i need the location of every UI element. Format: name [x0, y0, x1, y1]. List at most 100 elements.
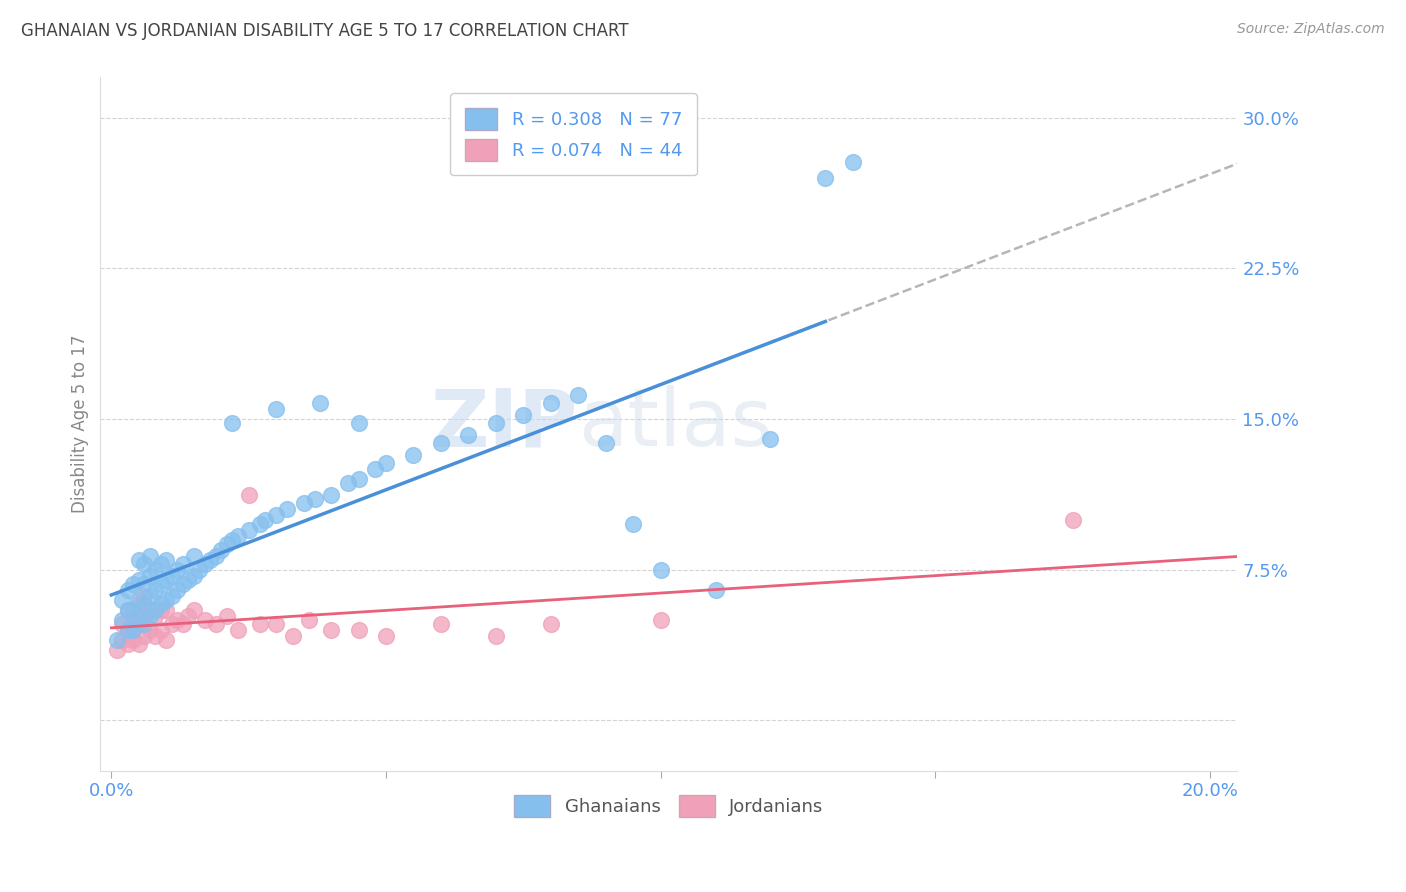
Point — [194, 557, 217, 571]
Text: GHANAIAN VS JORDANIAN DISABILITY AGE 5 TO 17 CORRELATION CHART: GHANAIAN VS JORDANIAN DISABILITY AGE 5 T… — [21, 22, 628, 40]
Point — [264, 402, 287, 417]
Point — [276, 502, 298, 516]
Point — [139, 568, 162, 582]
Point — [704, 582, 727, 597]
Point — [139, 549, 162, 563]
Point — [143, 582, 166, 597]
Text: Source: ZipAtlas.com: Source: ZipAtlas.com — [1237, 22, 1385, 37]
Point — [134, 577, 156, 591]
Point — [621, 516, 644, 531]
Point — [160, 589, 183, 603]
Point — [402, 448, 425, 462]
Point — [254, 512, 277, 526]
Point — [139, 623, 162, 637]
Point — [430, 436, 453, 450]
Point — [281, 629, 304, 643]
Point — [319, 623, 342, 637]
Point — [155, 573, 177, 587]
Point — [134, 617, 156, 632]
Point — [567, 388, 589, 402]
Point — [143, 609, 166, 624]
Point — [105, 643, 128, 657]
Point — [117, 637, 139, 651]
Point — [155, 603, 177, 617]
Point — [238, 488, 260, 502]
Point — [143, 563, 166, 577]
Point — [122, 603, 145, 617]
Point — [172, 617, 194, 632]
Point — [134, 629, 156, 643]
Point — [347, 416, 370, 430]
Point — [111, 617, 134, 632]
Point — [512, 408, 534, 422]
Point — [1062, 512, 1084, 526]
Point — [134, 589, 156, 603]
Point — [238, 523, 260, 537]
Point — [249, 516, 271, 531]
Point — [149, 597, 172, 611]
Point — [304, 492, 326, 507]
Y-axis label: Disability Age 5 to 17: Disability Age 5 to 17 — [72, 334, 89, 513]
Text: ZIP: ZIP — [430, 385, 578, 463]
Point — [166, 563, 188, 577]
Point — [111, 613, 134, 627]
Point — [375, 629, 398, 643]
Legend: Ghanaians, Jordanians: Ghanaians, Jordanians — [508, 788, 831, 824]
Point — [128, 617, 150, 632]
Point — [143, 629, 166, 643]
Point — [375, 456, 398, 470]
Point — [139, 589, 162, 603]
Point — [226, 623, 249, 637]
Point — [128, 613, 150, 627]
Point — [128, 593, 150, 607]
Point — [166, 582, 188, 597]
Point — [166, 613, 188, 627]
Point — [364, 462, 387, 476]
Point — [249, 617, 271, 632]
Point — [117, 582, 139, 597]
Point — [128, 597, 150, 611]
Point — [226, 528, 249, 542]
Point — [215, 609, 238, 624]
Point — [105, 633, 128, 648]
Point — [143, 603, 166, 617]
Point — [204, 617, 226, 632]
Point — [155, 593, 177, 607]
Point — [134, 597, 156, 611]
Point — [177, 573, 200, 587]
Point — [111, 633, 134, 648]
Point — [309, 396, 332, 410]
Point — [160, 617, 183, 632]
Point — [457, 428, 479, 442]
Point — [183, 603, 205, 617]
Point — [122, 613, 145, 627]
Point — [139, 609, 162, 624]
Point — [128, 552, 150, 566]
Point — [264, 508, 287, 523]
Point — [221, 416, 243, 430]
Point — [122, 623, 145, 637]
Point — [814, 170, 837, 185]
Text: atlas: atlas — [578, 385, 772, 463]
Point — [122, 577, 145, 591]
Point — [430, 617, 453, 632]
Point — [194, 613, 217, 627]
Point — [122, 633, 145, 648]
Point — [347, 472, 370, 486]
Point — [155, 633, 177, 648]
Point — [128, 573, 150, 587]
Point — [221, 533, 243, 547]
Point — [188, 563, 211, 577]
Point — [209, 542, 232, 557]
Point — [485, 416, 508, 430]
Point — [134, 557, 156, 571]
Point — [134, 609, 156, 624]
Point — [298, 613, 321, 627]
Point — [183, 568, 205, 582]
Point — [540, 396, 562, 410]
Point — [183, 549, 205, 563]
Point — [595, 436, 617, 450]
Point — [149, 623, 172, 637]
Point — [111, 593, 134, 607]
Point — [155, 552, 177, 566]
